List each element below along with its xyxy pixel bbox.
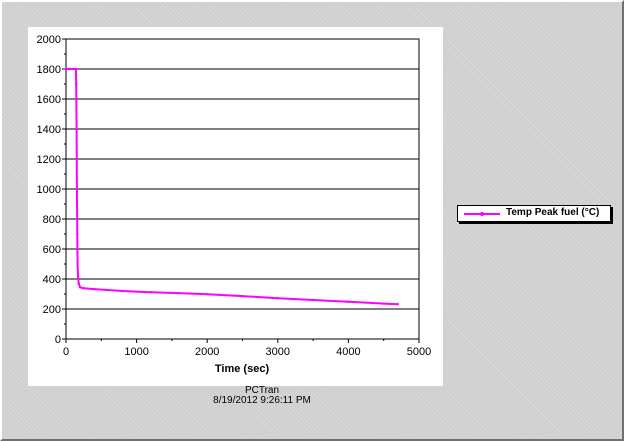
data-point <box>206 293 209 296</box>
x-tick-label: 3000 <box>266 346 290 358</box>
y-tick-label: 800 <box>43 214 61 226</box>
data-point <box>75 127 78 131</box>
y-tick-label: 1600 <box>37 94 61 106</box>
y-tick-label: 400 <box>43 274 61 286</box>
data-point <box>276 297 279 300</box>
data-point <box>382 302 385 305</box>
data-point <box>78 286 82 289</box>
data-point <box>71 67 75 71</box>
grid-lines <box>66 68 419 310</box>
series-line <box>66 68 398 306</box>
plot-panel: 0 200 400 600 800 1000 1200 1400 1600 1800 2000 0 1… <box>28 27 443 386</box>
data-point <box>64 67 68 71</box>
y-tick-label: 200 <box>43 304 61 316</box>
data-point <box>177 291 181 295</box>
x-tick-label: 2000 <box>195 346 219 358</box>
data-point <box>68 67 71 71</box>
x-tick-label: 0 <box>63 346 69 358</box>
data-point <box>77 282 80 285</box>
y-tick-label: 1400 <box>37 124 61 136</box>
data-point <box>75 187 79 191</box>
data-point <box>121 289 124 293</box>
y-tick-label: 1800 <box>37 64 61 76</box>
legend-marker <box>480 212 484 216</box>
x-axis-title: Time (sec) <box>215 363 270 375</box>
x-axis-ticks: 0 1000 2000 3000 4000 5000 <box>63 339 431 358</box>
x-tick-label: 1000 <box>124 346 148 358</box>
data-point <box>311 298 315 302</box>
y-tick-label: 1000 <box>37 184 61 196</box>
y-tick-label: 600 <box>43 244 61 256</box>
legend-series-label: Temp Peak fuel (°C) <box>506 207 600 218</box>
series-group <box>64 67 400 306</box>
x-tick-label: 5000 <box>407 346 431 358</box>
x-tick-label: 4000 <box>336 346 360 358</box>
data-point <box>75 82 78 86</box>
data-point <box>149 291 152 294</box>
y-tick-label: 2000 <box>37 34 61 46</box>
line-chart: 0 200 400 600 800 1000 1200 1400 1600 1800 2000 0 1… <box>37 34 432 375</box>
footer: PCTran 8/19/2012 9:26:11 PM <box>152 386 372 406</box>
footer-timestamp: 8/19/2012 9:26:11 PM <box>213 395 311 406</box>
data-point <box>93 287 96 291</box>
legend: Temp Peak fuel (°C) <box>457 205 611 222</box>
y-axis-ticks: 0 200 400 600 800 1000 1200 1400 1600 1800 2000 <box>37 34 66 346</box>
data-point <box>396 303 400 306</box>
data-point <box>76 232 79 236</box>
data-point <box>82 287 85 290</box>
y-tick-label: 1200 <box>37 154 61 166</box>
y-tick-label: 0 <box>55 334 61 346</box>
data-point <box>76 274 80 278</box>
data-point <box>76 262 79 266</box>
data-point <box>347 300 350 303</box>
data-point <box>241 294 244 298</box>
footer-app-name: PCTran <box>244 385 280 396</box>
data-point <box>74 67 78 71</box>
